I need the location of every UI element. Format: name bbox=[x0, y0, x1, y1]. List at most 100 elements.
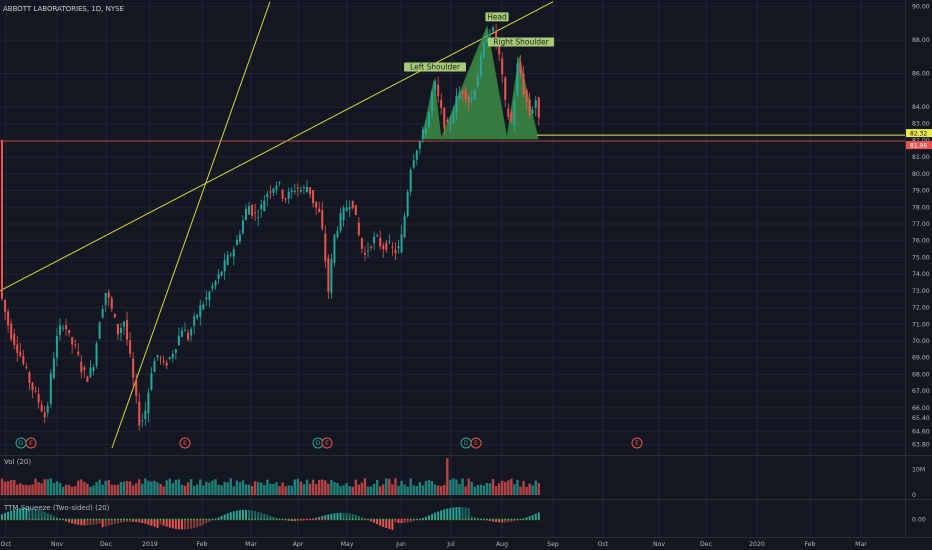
squeeze-dot bbox=[449, 518, 452, 521]
volume-bar bbox=[192, 485, 196, 495]
price-tag-box bbox=[906, 141, 932, 150]
squeeze-dot bbox=[351, 518, 354, 521]
squeeze-dot bbox=[141, 518, 144, 521]
candle-body bbox=[71, 337, 74, 345]
candle-body bbox=[187, 332, 190, 340]
price-tick-label: 78.00 bbox=[912, 204, 930, 211]
candle-body bbox=[13, 333, 16, 346]
volume-bar bbox=[360, 482, 364, 495]
volume-bar bbox=[318, 479, 321, 495]
squeeze-dot bbox=[370, 518, 372, 521]
squeeze-dot bbox=[473, 518, 476, 521]
volume-bar bbox=[83, 481, 86, 495]
earnings-event-label: E bbox=[29, 440, 33, 447]
volume-bar bbox=[467, 478, 470, 495]
squeeze-bar bbox=[263, 513, 266, 520]
squeeze-dot bbox=[385, 518, 388, 521]
volume-bar bbox=[357, 484, 361, 495]
candle-body bbox=[455, 95, 458, 114]
earnings-event-marker bbox=[25, 437, 37, 449]
time-tick-label: Nov bbox=[51, 541, 63, 548]
volume-bar bbox=[55, 481, 59, 495]
candle-body bbox=[46, 405, 49, 413]
candle-body bbox=[263, 200, 266, 212]
candle-body bbox=[40, 404, 43, 412]
squeeze-bar bbox=[232, 511, 235, 520]
volume-bar bbox=[165, 480, 168, 495]
candle-body bbox=[312, 190, 315, 203]
candle-body bbox=[266, 193, 269, 198]
candle-body bbox=[333, 234, 336, 263]
candle-body bbox=[339, 213, 342, 231]
candle-body bbox=[80, 361, 83, 373]
volume-bar bbox=[34, 478, 37, 495]
candle-body bbox=[461, 90, 464, 95]
trendlines[interactable] bbox=[0, 1, 554, 449]
volume-bar bbox=[162, 486, 165, 495]
candle-body bbox=[443, 107, 446, 129]
candle-body bbox=[479, 54, 482, 76]
volume-bar bbox=[223, 481, 226, 495]
candle-body bbox=[68, 329, 71, 334]
volume-bar bbox=[537, 483, 540, 495]
candle-body bbox=[168, 357, 171, 359]
candle-body bbox=[467, 97, 470, 103]
squeeze-dot bbox=[7, 518, 9, 521]
volume-bar bbox=[494, 486, 498, 495]
time-axis[interactable]: Oct Nov Dec 2019 Feb Mar Apr May Jun Jul Aug Sep Oct… bbox=[1, 541, 868, 548]
volume-bar bbox=[430, 481, 434, 495]
squeeze-bar bbox=[77, 519, 80, 525]
volume-bar bbox=[375, 479, 379, 495]
squeeze-dot bbox=[318, 518, 321, 521]
squeeze-bar bbox=[187, 519, 190, 530]
candle-body bbox=[348, 207, 351, 210]
candle-body bbox=[498, 39, 501, 55]
candle-body bbox=[98, 322, 101, 340]
candle-body bbox=[123, 321, 125, 327]
volume-bar bbox=[226, 482, 229, 495]
candle-body bbox=[16, 344, 19, 353]
volume-bar bbox=[479, 484, 483, 495]
squeeze-dot bbox=[278, 518, 281, 521]
pattern-annotations[interactable]: Left Shoulder Head Right Shoulder bbox=[404, 12, 555, 72]
candle-body bbox=[113, 313, 116, 318]
squeeze-dot bbox=[159, 518, 162, 521]
squeeze-dot bbox=[309, 518, 311, 521]
candle-body bbox=[537, 97, 540, 118]
squeeze-dot bbox=[498, 518, 501, 521]
squeeze-dot bbox=[174, 518, 177, 521]
squeeze-dot bbox=[452, 518, 455, 521]
squeeze-dot bbox=[284, 518, 287, 521]
candle-body bbox=[446, 119, 449, 123]
candle-body bbox=[306, 186, 308, 193]
candle-body bbox=[58, 325, 61, 335]
squeeze-dot bbox=[77, 518, 80, 521]
squeeze-dot bbox=[275, 518, 278, 521]
price-axis[interactable]: 90.00 88.00 86.00 84.00 83.00 82.00 81.00 80.00… bbox=[906, 4, 932, 449]
price-tick-label: 81.00 bbox=[912, 154, 930, 161]
squeeze-bar bbox=[510, 519, 513, 522]
volume-pane-label: Vol (20) bbox=[4, 458, 31, 466]
volume-bar bbox=[168, 478, 171, 495]
squeeze-bar bbox=[406, 519, 409, 523]
candle-body bbox=[421, 129, 424, 139]
squeeze-bar bbox=[272, 516, 275, 520]
volume-bar bbox=[174, 479, 178, 495]
squeeze-dot bbox=[479, 518, 482, 521]
squeeze-bar bbox=[492, 519, 495, 522]
volume-bar bbox=[455, 479, 458, 495]
volume-bar bbox=[321, 479, 324, 495]
squeeze-dot bbox=[34, 518, 37, 521]
annotation-head: Head bbox=[487, 12, 507, 21]
squeeze-bar bbox=[7, 511, 10, 520]
squeeze-bar bbox=[238, 510, 241, 520]
squeeze-bar bbox=[37, 509, 40, 520]
squeeze-bar bbox=[147, 519, 150, 525]
squeeze-dot bbox=[202, 518, 205, 521]
volume-bar bbox=[314, 484, 318, 495]
price-tick-label: 84.00 bbox=[912, 104, 930, 111]
squeeze-bar bbox=[126, 519, 129, 522]
price-levels[interactable] bbox=[0, 134, 905, 142]
